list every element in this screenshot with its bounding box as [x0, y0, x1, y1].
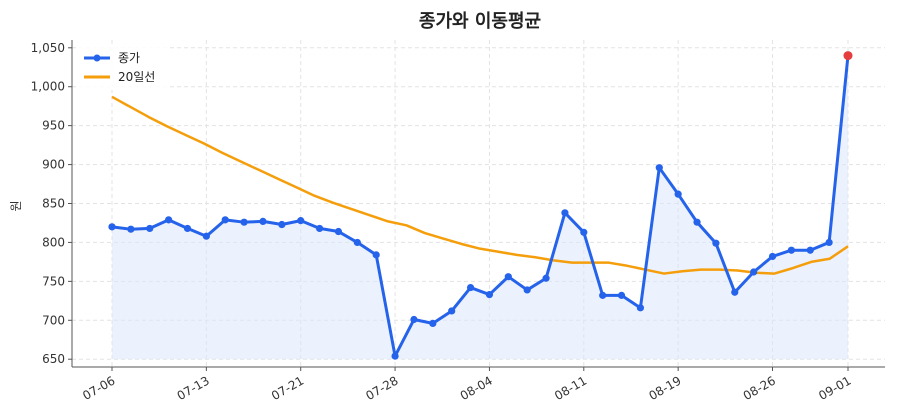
close-point	[599, 291, 607, 299]
chart-title: 종가와 이동평균	[419, 11, 541, 32]
y-tick-label: 700	[42, 313, 65, 327]
series-line-close	[111, 55, 850, 358]
close-point	[768, 252, 777, 261]
series-lines	[108, 51, 853, 360]
legend: 종가 20일선	[78, 46, 170, 90]
x-tick-label: 08-04	[458, 373, 495, 403]
y-tick-label: 1,000	[31, 80, 65, 94]
close-point	[655, 164, 663, 172]
close-point	[825, 238, 833, 247]
close-point	[165, 216, 173, 224]
close-point	[429, 319, 437, 327]
close-point	[485, 290, 494, 299]
close-point	[674, 190, 682, 198]
close-area-path	[112, 55, 848, 360]
y-tick-label: 850	[42, 197, 65, 211]
close-point	[448, 307, 456, 315]
close-point	[183, 224, 192, 233]
close-point	[146, 224, 154, 233]
close-point	[410, 315, 418, 324]
x-tick-label: 07-13	[175, 373, 212, 403]
close-point	[617, 291, 626, 299]
legend-close-label: 종가	[118, 51, 140, 65]
close-point	[127, 225, 135, 233]
close-point	[353, 238, 361, 247]
x-tick-label: 09-01	[816, 373, 853, 403]
close-point	[278, 220, 286, 229]
close-point	[750, 268, 758, 276]
close-point-latest	[843, 51, 853, 61]
close-point	[466, 283, 475, 292]
close-point	[391, 352, 399, 360]
close-point	[202, 232, 210, 240]
y-tick-label: 1,050	[31, 41, 65, 55]
close-point	[542, 274, 550, 282]
y-tick-label: 800	[42, 235, 65, 249]
y-axis-label: 원	[9, 200, 23, 211]
close-point	[259, 217, 267, 226]
x-tick-label: 07-28	[363, 373, 400, 403]
close-point	[240, 218, 248, 226]
close-point	[712, 239, 720, 247]
close-point	[580, 228, 588, 236]
x-tick-label: 08-19	[646, 373, 683, 403]
close-point	[731, 288, 739, 296]
y-tick-label: 900	[42, 158, 65, 172]
y-tick-label: 950	[42, 119, 65, 133]
close-point	[504, 273, 512, 281]
x-tick-label: 07-06	[80, 373, 117, 403]
close-point	[297, 217, 305, 225]
close-point	[108, 223, 116, 231]
x-tick-label: 08-11	[552, 373, 589, 403]
close-point	[561, 209, 569, 217]
legend-close-marker	[93, 54, 101, 62]
close-point	[787, 246, 795, 254]
y-tick-label: 750	[42, 274, 65, 288]
close-area-fill	[112, 55, 848, 360]
y-tick-label: 650	[42, 352, 65, 366]
legend-ma20-label: 20일선	[118, 70, 155, 84]
close-point	[693, 218, 701, 226]
close-point	[636, 304, 645, 312]
close-point	[221, 216, 229, 224]
close-point	[806, 246, 814, 254]
close-point	[523, 286, 531, 294]
x-tick-label: 07-21	[269, 373, 306, 403]
close-point	[334, 227, 343, 236]
close-point	[372, 251, 380, 259]
x-tick-label: 08-26	[741, 373, 778, 403]
close-point	[315, 224, 324, 233]
